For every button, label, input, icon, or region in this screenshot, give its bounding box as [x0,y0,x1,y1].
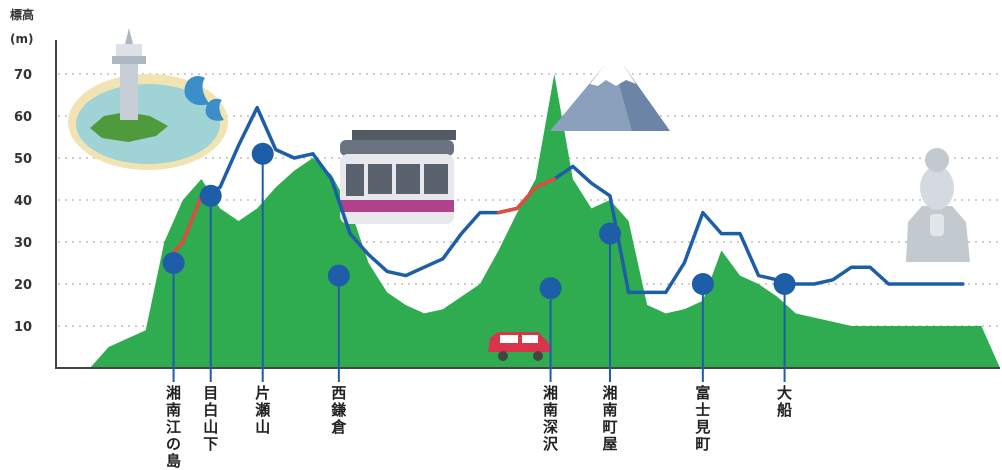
kannon-statue-illustration [906,148,970,262]
tunnel-segment [181,194,204,244]
y-tick-label: 10 [14,320,32,335]
station-marker [773,273,796,295]
station-label: 湘南町屋 [602,384,618,453]
terrain-area [90,74,1000,368]
y-axis-title-line: (m) [10,32,33,46]
y-axis-title-line: 標高 [10,7,34,22]
monorail-car-illustration [340,130,456,224]
y-tick-label: 30 [14,236,32,251]
y-tick-labels: 10 20 30 40 50 60 70 [14,68,32,335]
station-label: 富士見町 [695,384,711,453]
station-marker [599,222,621,245]
y-tick-label: 20 [14,278,32,293]
station-label: 目白山下 [203,384,219,453]
station-marker [691,273,714,295]
terrain-area-shape [90,74,1000,368]
station-marker [162,252,185,274]
station-marker [539,277,562,300]
mount-fuji-illustration [550,66,670,131]
axes [55,40,1000,369]
station-label: 西鎌倉 [331,384,347,436]
red-car-illustration [488,332,552,361]
station-label: 片瀬山 [255,384,271,436]
y-axis-title: 標高 (m) [10,7,34,46]
y-tick-label: 50 [14,152,32,167]
station-label: 湘南深沢 [543,384,559,453]
station-markers [162,142,796,382]
enoshima-island-illustration [68,28,228,170]
tunnel-segment [496,177,557,215]
y-tick-label: 70 [14,68,32,83]
station-marker [327,264,350,287]
station-label: 大船 [777,384,793,419]
track-line [162,105,965,295]
station-marker [199,184,222,207]
y-tick-label: 40 [14,194,32,209]
station-marker [251,142,274,165]
station-label: 湘南江の島 [166,384,182,470]
y-tick-label: 60 [14,110,32,125]
